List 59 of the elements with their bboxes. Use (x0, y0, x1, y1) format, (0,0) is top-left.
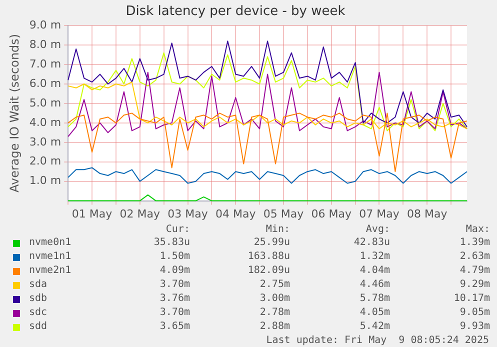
legend-label: sdb (28, 292, 48, 306)
text: 3.76m (158, 292, 190, 306)
text: 3.70m (158, 306, 190, 320)
text: 2.75m (258, 278, 290, 292)
text: 4.79m (458, 264, 490, 278)
text: 5.78m (358, 292, 390, 306)
text: 1.39m (458, 236, 490, 250)
legend-label: nvme1n1 (28, 250, 72, 264)
text: 5.42m (358, 320, 390, 334)
text: 4.46m (358, 278, 390, 292)
y-tick-label: 2.0 m (29, 154, 62, 168)
legend-label: sdc (28, 306, 48, 320)
text: 4.09m (158, 264, 190, 278)
chart-title: Disk latency per device - by week (126, 4, 346, 20)
x-tick-label: 02 May (120, 207, 161, 220)
text: 2.88m (258, 320, 290, 334)
x-tick-label: 07 May (359, 207, 400, 220)
text: Last update: Fri May 9 08:05:24 2025 (265, 334, 490, 347)
text: 4.05m (358, 306, 390, 320)
text: 2.78m (258, 306, 290, 320)
y-tick-label: 3.0 m (29, 135, 62, 148)
text: 2.63m (458, 250, 490, 264)
legend-label: sda (28, 278, 48, 292)
x-tick-label: 01 May (72, 207, 113, 220)
text: Min: (264, 224, 290, 236)
text: 25.99u (252, 236, 290, 250)
y-tick-label: 1.0 m (29, 174, 62, 188)
y-tick-label: 9.0 m (29, 18, 62, 32)
x-tick-label: 08 May (406, 207, 448, 220)
y-tick-label: 4.0 m (29, 116, 62, 129)
legend-label: nvme2n1 (28, 264, 72, 278)
text: 3.00m (258, 292, 290, 306)
text: 9.93m (458, 320, 490, 334)
text: 3.70m (158, 278, 190, 292)
text: 42.83u (352, 236, 390, 250)
y-tick-label: 7.0 m (29, 57, 62, 70)
text: 9.05m (458, 306, 490, 320)
text: Cur: (164, 224, 190, 236)
text: 182.09u (246, 264, 290, 278)
text: 1.50m (158, 250, 190, 264)
x-tick-label: 03 May (168, 207, 208, 220)
y-axis-title: Average IO Wait (seconds) (7, 34, 22, 193)
y-tick-label: 8.0 m (29, 38, 62, 51)
text: 9.29m (458, 278, 490, 292)
legend-label: nvme0n1 (28, 236, 72, 250)
text: 3.65m (158, 320, 190, 334)
x-tick-label: 04 May (216, 207, 256, 220)
text: Max: (464, 224, 490, 236)
text: Avg: (364, 224, 390, 236)
y-tick-label: 6.0 m (29, 76, 62, 90)
legend-label: sdd (28, 320, 48, 334)
text: 1.32m (358, 250, 390, 264)
x-tick-label: 06 May (311, 207, 352, 220)
text: 4.04m (358, 264, 390, 278)
text: 35.83u (152, 236, 190, 250)
y-tick-label: 5.0 m (29, 96, 62, 110)
text: 163.88u (246, 250, 290, 264)
text: 10.17m (452, 292, 490, 306)
x-tick-label: 05 May (263, 207, 304, 220)
